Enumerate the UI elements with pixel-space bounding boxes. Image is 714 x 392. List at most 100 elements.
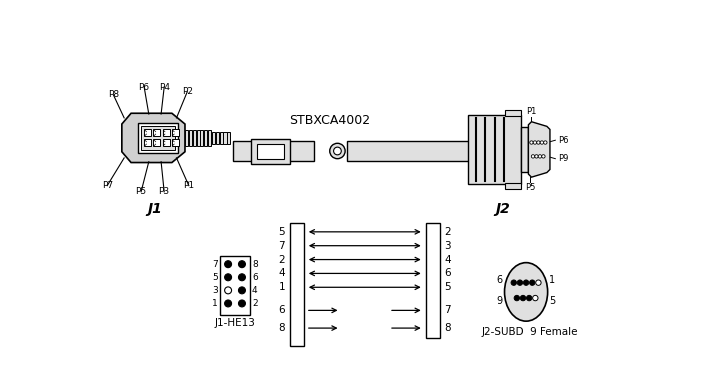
Bar	[220, 132, 223, 144]
Text: P7: P7	[101, 181, 113, 190]
Text: 8: 8	[444, 323, 451, 333]
Bar	[144, 140, 151, 146]
Text: 1: 1	[278, 282, 285, 292]
Circle shape	[533, 141, 537, 144]
Text: 2: 2	[278, 254, 285, 265]
Text: 5: 5	[549, 296, 555, 306]
Circle shape	[511, 280, 516, 285]
Bar	[172, 129, 178, 136]
Text: 6: 6	[444, 269, 451, 278]
Text: P5: P5	[136, 187, 146, 196]
Bar	[193, 130, 196, 145]
Text: 4: 4	[278, 269, 285, 278]
Bar	[163, 140, 170, 146]
Bar	[216, 132, 219, 144]
Text: 8: 8	[278, 323, 285, 333]
Text: 1: 1	[549, 274, 555, 285]
Circle shape	[538, 155, 542, 158]
Circle shape	[523, 280, 529, 285]
Bar	[208, 130, 211, 145]
Text: P1: P1	[183, 181, 194, 190]
Circle shape	[333, 147, 341, 155]
Circle shape	[514, 295, 520, 301]
Polygon shape	[528, 122, 550, 177]
Bar	[196, 130, 200, 145]
Circle shape	[521, 295, 526, 301]
Text: 3: 3	[444, 241, 451, 251]
Text: 7: 7	[278, 241, 285, 251]
Bar	[426, 223, 440, 338]
Text: 5: 5	[444, 282, 451, 292]
Bar	[163, 129, 170, 136]
Bar	[201, 130, 203, 145]
Text: P9: P9	[558, 154, 568, 163]
Text: 4: 4	[444, 254, 451, 265]
Text: 6: 6	[252, 273, 258, 282]
Circle shape	[238, 274, 246, 281]
Circle shape	[225, 300, 231, 307]
Text: P5: P5	[525, 183, 535, 192]
Text: J2: J2	[495, 202, 510, 216]
Bar	[188, 130, 192, 145]
Bar	[154, 129, 161, 136]
Text: 2: 2	[252, 299, 258, 308]
Bar	[223, 132, 226, 144]
Circle shape	[536, 280, 541, 285]
Circle shape	[225, 261, 231, 268]
Text: 9: 9	[497, 296, 503, 306]
Circle shape	[225, 287, 231, 294]
Text: J2-SUBD  9 Female: J2-SUBD 9 Female	[482, 327, 578, 337]
Circle shape	[238, 261, 246, 268]
Bar	[227, 132, 231, 144]
Circle shape	[526, 295, 532, 301]
Text: STBXCA4002: STBXCA4002	[289, 114, 371, 127]
Text: 8: 8	[252, 260, 258, 269]
Text: 3: 3	[212, 286, 218, 295]
Bar	[506, 183, 521, 189]
Circle shape	[530, 280, 535, 285]
Bar	[212, 132, 215, 144]
Bar	[154, 140, 161, 146]
Text: 4: 4	[252, 286, 258, 295]
Bar	[141, 125, 175, 150]
Circle shape	[537, 141, 540, 144]
Circle shape	[542, 155, 545, 158]
Bar	[144, 129, 151, 136]
Text: J1: J1	[147, 202, 161, 216]
Circle shape	[238, 300, 246, 307]
Ellipse shape	[505, 263, 548, 321]
Text: P2: P2	[182, 87, 193, 96]
Bar	[290, 223, 303, 346]
Bar	[251, 140, 290, 164]
Bar	[348, 141, 475, 161]
Text: 7: 7	[212, 260, 218, 269]
Text: 1: 1	[212, 299, 218, 308]
Text: P4: P4	[159, 83, 170, 92]
Bar	[506, 110, 521, 116]
Circle shape	[531, 155, 535, 158]
Bar	[185, 130, 188, 145]
Bar	[233, 141, 314, 161]
Circle shape	[530, 141, 533, 144]
Text: 5: 5	[212, 273, 218, 282]
Text: 6: 6	[278, 305, 285, 316]
Bar	[521, 127, 528, 172]
Bar	[256, 144, 283, 160]
Circle shape	[330, 143, 345, 159]
Text: 2: 2	[444, 227, 451, 237]
Text: P1: P1	[526, 107, 537, 116]
Bar	[221, 256, 250, 315]
Bar	[468, 115, 521, 184]
Text: J1-HE13: J1-HE13	[215, 318, 256, 328]
Text: P3: P3	[159, 187, 170, 196]
Circle shape	[535, 155, 538, 158]
Circle shape	[238, 287, 246, 294]
Polygon shape	[122, 113, 185, 163]
Text: P6: P6	[558, 136, 568, 145]
Text: 7: 7	[444, 305, 451, 316]
Circle shape	[533, 295, 538, 301]
Text: 5: 5	[278, 227, 285, 237]
Circle shape	[517, 280, 523, 285]
Bar	[172, 140, 178, 146]
Bar	[204, 130, 207, 145]
